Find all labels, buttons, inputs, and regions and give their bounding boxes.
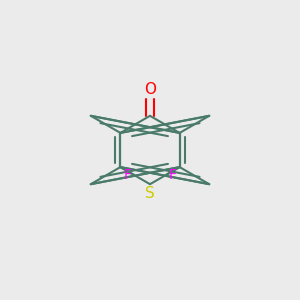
Text: F: F bbox=[124, 167, 132, 182]
Text: F: F bbox=[168, 167, 176, 182]
Text: S: S bbox=[145, 186, 155, 201]
Text: O: O bbox=[144, 82, 156, 97]
